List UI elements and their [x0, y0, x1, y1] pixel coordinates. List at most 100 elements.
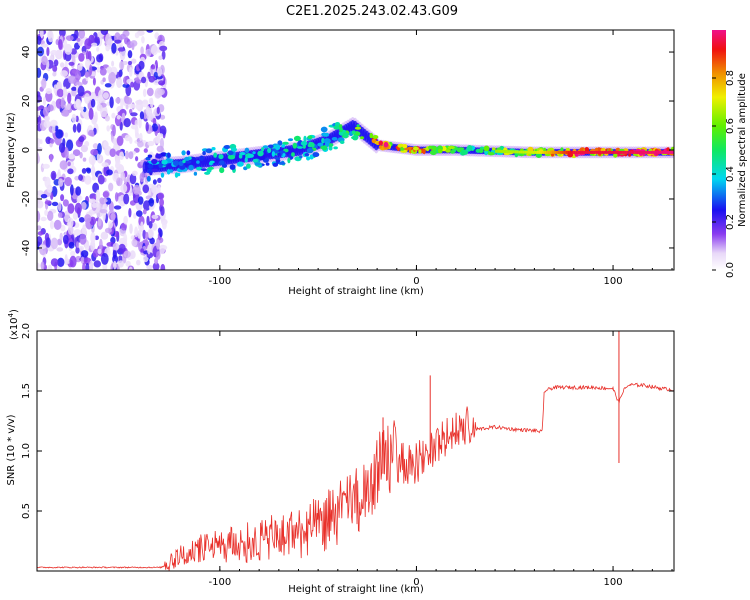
noise-blob	[57, 169, 61, 178]
ridge-blob	[181, 150, 186, 156]
noise-blob	[78, 136, 85, 143]
noise-blob	[131, 58, 137, 64]
ridge-blob	[351, 130, 356, 135]
noise-blob	[68, 241, 75, 249]
noise-blob	[59, 232, 63, 241]
ridge-blob	[277, 140, 283, 146]
snr-line	[37, 382, 674, 571]
noise-blob	[137, 140, 144, 148]
noise-blob	[67, 203, 75, 214]
colorbar-tick-label: 0.0	[725, 262, 736, 278]
noise-blob	[99, 209, 108, 214]
ridge-core	[632, 150, 635, 154]
noise-blob	[111, 60, 115, 67]
noise-blob	[74, 70, 81, 81]
noise-blob	[49, 153, 53, 163]
noise-blob	[111, 42, 117, 54]
ridge-blob	[278, 161, 286, 165]
ridge-core	[593, 150, 596, 154]
noise-blob	[72, 212, 78, 220]
ridge-core	[538, 150, 541, 154]
ridge-core	[499, 149, 501, 153]
noise-blob	[67, 161, 71, 167]
noise-blob	[79, 233, 87, 245]
x-tick-label: 0	[413, 276, 419, 287]
noise-blob	[112, 254, 119, 264]
spectrogram-marks	[37, 30, 674, 270]
ridge-core	[662, 150, 665, 154]
noise-blob	[79, 151, 83, 159]
ridge-core	[514, 150, 517, 154]
ridge-blob	[339, 127, 343, 133]
ridge-core	[583, 150, 586, 154]
ridge-core	[636, 150, 639, 154]
snr-axes: -100 0 100 0.5 1.0 1.5 2.0	[21, 323, 674, 588]
ridge-core	[556, 150, 558, 154]
ridge-core	[656, 150, 659, 154]
ridge-core	[609, 150, 612, 154]
ridge-blob	[418, 149, 422, 154]
ridge-core	[668, 150, 671, 154]
ridge-blob	[306, 148, 314, 154]
ridge-core	[658, 150, 661, 154]
noise-blob	[63, 39, 68, 52]
noise-blob	[135, 103, 141, 110]
ridge-blob	[325, 141, 330, 148]
ridge-blob	[257, 150, 264, 157]
ridge-core	[670, 150, 673, 154]
noise-blob	[108, 182, 114, 192]
noise-blob	[123, 215, 128, 225]
noise-blob	[115, 97, 121, 104]
noise-blob	[155, 135, 161, 144]
noise-blob	[64, 254, 68, 266]
ridge-blob	[267, 147, 272, 153]
ridge-core	[554, 150, 557, 154]
noise-blob	[97, 143, 102, 155]
ridge-blob	[213, 152, 218, 158]
noise-blob	[141, 76, 147, 84]
noise-blob	[157, 177, 162, 183]
noise-blob	[140, 46, 144, 55]
noise-blob	[158, 55, 163, 61]
ridge-core	[501, 149, 503, 153]
noise-blob	[75, 255, 82, 263]
noise-blob	[140, 221, 144, 232]
ridge-blob	[369, 132, 374, 139]
noise-blob	[120, 184, 128, 193]
ridge-blob	[413, 146, 419, 151]
ridge-blob	[291, 152, 295, 157]
noise-blob	[40, 194, 48, 199]
colorbar-tick-label: 0.6	[725, 118, 736, 134]
noise-blob	[60, 97, 65, 109]
noise-blob	[84, 141, 90, 147]
noise-blob	[145, 121, 149, 132]
ridge-core	[577, 150, 580, 154]
ridge-blob	[209, 160, 215, 164]
noise-blob	[157, 192, 165, 200]
noise-blob	[46, 46, 50, 57]
noise-blob	[101, 162, 109, 168]
noise-blob	[119, 200, 124, 207]
noise-blob	[152, 179, 157, 185]
ridge-core	[603, 150, 606, 154]
noise-blob	[90, 232, 96, 244]
noise-blob	[47, 104, 54, 112]
ridge-blob	[193, 171, 198, 176]
noise-blob	[77, 85, 85, 97]
noise-blob	[147, 244, 151, 255]
noise-blob	[95, 95, 100, 102]
ridge-core	[644, 150, 647, 154]
noise-blob	[106, 125, 110, 132]
noise-blob	[152, 262, 160, 270]
noise-blob	[147, 71, 151, 80]
noise-blob	[37, 262, 40, 269]
snr-scale-close: )	[9, 309, 20, 313]
noise-blob	[145, 48, 152, 57]
ridge-blob	[309, 154, 314, 160]
ridge-blob	[185, 160, 192, 164]
y-tick-label: 1.5	[21, 383, 32, 399]
y-tick-label: -40	[21, 240, 32, 256]
noise-blob	[139, 172, 145, 183]
noise-blob	[41, 77, 47, 89]
